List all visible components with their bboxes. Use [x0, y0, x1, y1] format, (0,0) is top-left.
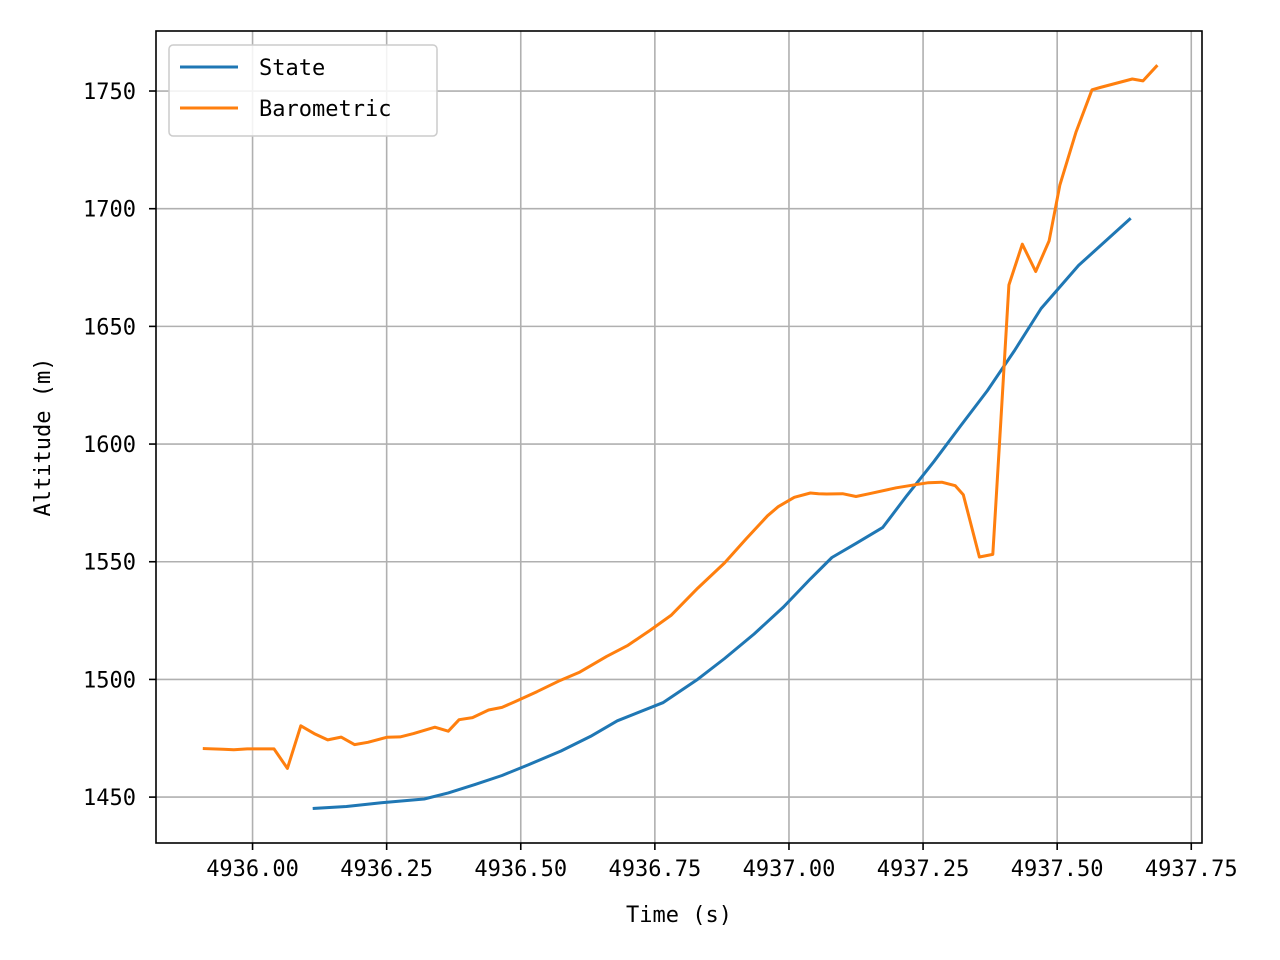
y-tick-label: 1750: [83, 80, 136, 105]
series-line-barometric: [202, 64, 1159, 770]
legend-label-barometric: Barometric: [259, 97, 391, 122]
y-axis-label: Altitude (m): [31, 358, 56, 517]
y-tick-label: 1700: [83, 198, 136, 223]
grid: [156, 31, 1202, 843]
axes-frame: [155, 30, 1203, 844]
y-axis-ticks: 1450 1500 1550 1600 1650 1700 1750: [83, 80, 156, 811]
y-tick-label: 1500: [83, 668, 136, 693]
x-tick-label: 4936.25: [340, 857, 433, 882]
x-tick-label: 4936.50: [474, 857, 567, 882]
series-lines: [202, 64, 1159, 810]
y-tick-label: 1650: [83, 315, 136, 340]
legend-label-state: State: [259, 56, 325, 81]
x-axis-label: Time (s): [626, 903, 732, 928]
legend: State Barometric: [168, 44, 438, 137]
x-tick-label: 4936.75: [609, 857, 702, 882]
x-tick-label: 4937.00: [743, 857, 836, 882]
series-line-state: [312, 217, 1132, 810]
y-tick-label: 1550: [83, 551, 136, 576]
x-axis-ticks: 4936.00 4936.25 4936.50 4936.75 4937.00 4937.…: [206, 843, 1238, 882]
x-tick-label: 4936.00: [206, 857, 299, 882]
x-tick-label: 4937.25: [877, 857, 970, 882]
y-tick-label: 1600: [83, 433, 136, 458]
x-tick-label: 4937.50: [1011, 857, 1104, 882]
x-tick-label: 4937.75: [1145, 857, 1238, 882]
y-tick-label: 1450: [83, 786, 136, 811]
